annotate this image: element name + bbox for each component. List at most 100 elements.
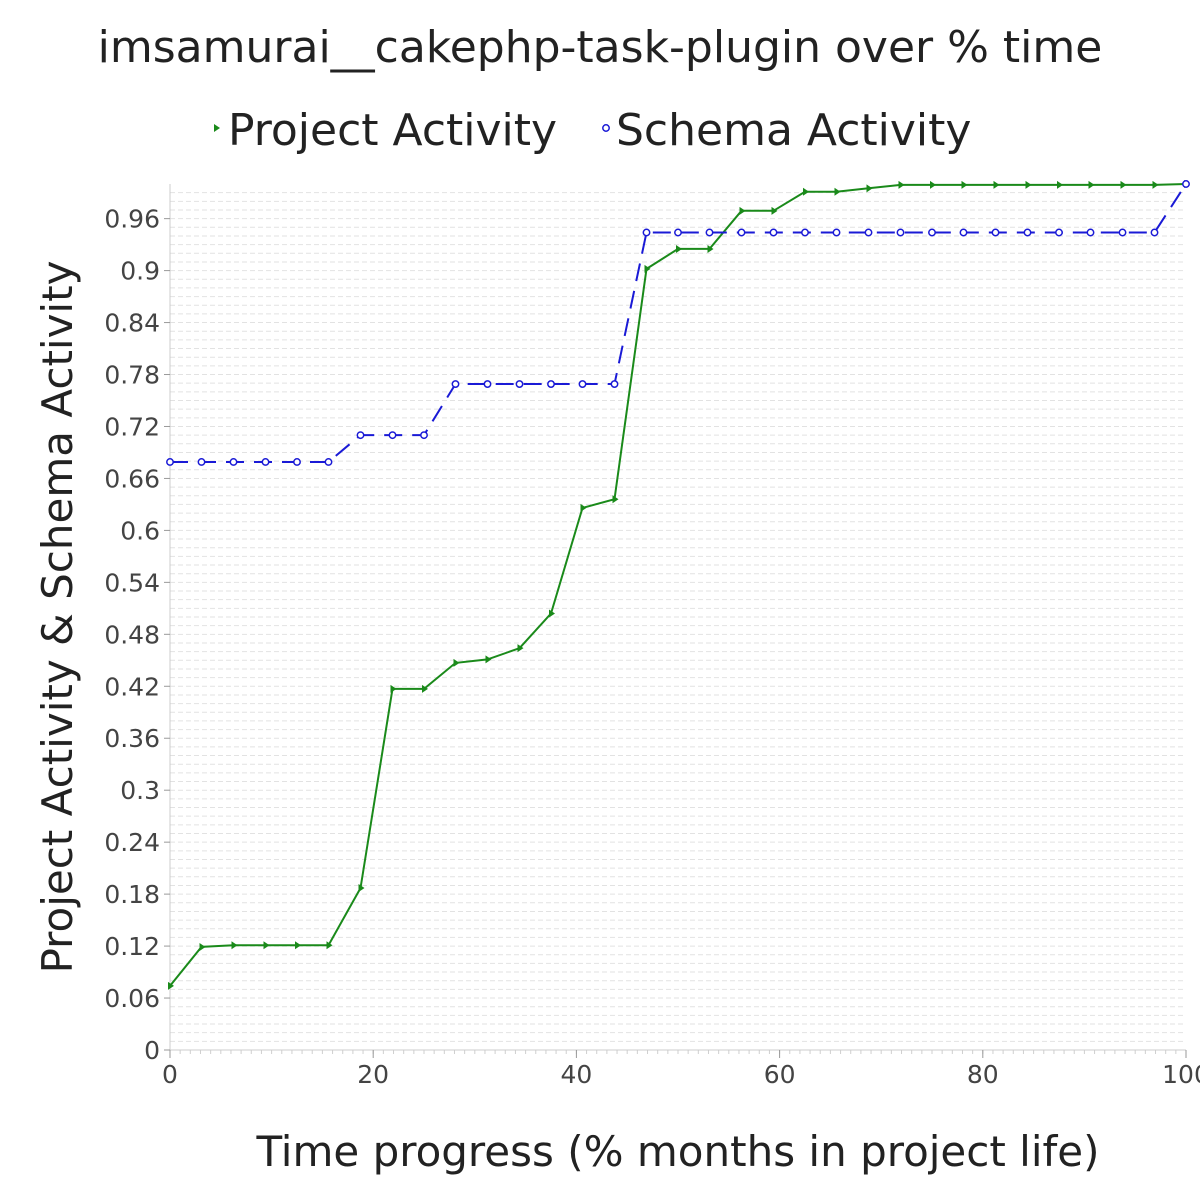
y-tick-label: 0.42 — [104, 672, 160, 701]
data-point — [1182, 180, 1190, 188]
series-markers — [166, 180, 1190, 990]
legend-item-schema-activity: Schema Activity — [602, 105, 971, 156]
data-point — [229, 458, 238, 466]
data-point — [993, 180, 1000, 189]
x-tick-label: 20 — [357, 1060, 389, 1089]
data-point — [293, 458, 301, 466]
data-point — [676, 244, 682, 253]
y-tick-label: 0.66 — [104, 464, 160, 493]
y-tick-label: 0.48 — [104, 620, 160, 649]
data-point — [864, 228, 873, 237]
data-point — [422, 684, 428, 693]
data-point — [485, 655, 492, 664]
y-tick-label: 0.72 — [104, 412, 160, 441]
data-point — [803, 187, 809, 196]
data-point — [1023, 228, 1032, 237]
data-point — [1120, 180, 1127, 189]
data-point — [197, 458, 206, 466]
data-point — [1150, 228, 1159, 237]
y-tick-label: 0.06 — [104, 984, 160, 1013]
data-point — [961, 180, 968, 189]
y-tick-label: 0.6 — [120, 516, 160, 545]
data-point — [453, 658, 460, 667]
axes — [169, 184, 1187, 1054]
data-point — [866, 184, 873, 193]
x-tick-labels: 0 20 40 60 80 100 — [162, 1050, 1200, 1089]
y-tick-label: 0.78 — [104, 361, 160, 390]
legend-marker-triangle-icon — [214, 124, 220, 132]
data-point — [674, 228, 682, 237]
data-point — [324, 458, 333, 466]
data-point — [959, 228, 968, 237]
data-point — [1025, 180, 1032, 189]
x-tick-label: 40 — [560, 1060, 592, 1089]
y-tick-label: 0.36 — [104, 724, 160, 753]
gridlines — [170, 192, 1186, 1042]
data-point — [771, 206, 778, 215]
x-tick-label: 100 — [1162, 1060, 1200, 1089]
data-point — [642, 228, 651, 237]
x-tick-label: 80 — [967, 1060, 999, 1089]
y-tick-label: 0.9 — [120, 257, 160, 286]
data-point — [834, 187, 841, 196]
data-point — [1118, 228, 1127, 237]
y-tick-label: 0.3 — [120, 776, 160, 805]
data-point — [199, 942, 206, 951]
data-point — [707, 244, 714, 253]
data-point — [166, 458, 174, 466]
data-point — [739, 206, 746, 215]
data-point — [231, 941, 238, 950]
data-point — [991, 228, 1000, 237]
data-point — [580, 503, 587, 512]
x-tick-label: 60 — [764, 1060, 796, 1089]
data-point — [610, 380, 619, 388]
series-line-schema-activity — [170, 183, 1187, 463]
data-point — [769, 228, 778, 237]
y-tick-label: 0.18 — [104, 880, 160, 909]
y-tick-label: 0 — [144, 1036, 160, 1065]
chart-title: imsamurai__cakephp-task-plugin over % ti… — [98, 22, 1103, 73]
y-tick-label: 0.24 — [104, 828, 160, 857]
data-point — [928, 228, 936, 237]
data-point — [263, 941, 270, 950]
data-point — [358, 884, 365, 893]
data-point — [547, 380, 555, 388]
y-tick-label: 0.96 — [104, 205, 160, 234]
data-point — [737, 228, 746, 237]
data-point — [517, 644, 524, 653]
data-point — [483, 380, 492, 388]
data-point — [1086, 228, 1095, 237]
data-point — [1088, 180, 1095, 189]
data-point — [451, 380, 460, 388]
y-tick-label: 0.84 — [104, 309, 160, 338]
data-point — [832, 228, 841, 237]
legend-label-project-activity: Project Activity — [228, 105, 557, 156]
data-point — [1152, 180, 1159, 189]
data-point — [1055, 228, 1063, 237]
y-axis-label: Project Activity & Schema Activity — [33, 261, 82, 974]
data-point — [356, 431, 365, 440]
data-point — [930, 180, 936, 189]
data-point — [612, 495, 619, 504]
data-point — [388, 431, 397, 440]
x-tick-label: 0 — [162, 1060, 178, 1089]
data-point — [644, 264, 651, 273]
data-point — [801, 228, 809, 237]
data-point — [705, 228, 714, 237]
data-point — [898, 180, 905, 189]
legend-item-project-activity: Project Activity — [214, 105, 557, 156]
data-point — [295, 941, 301, 950]
legend: Project Activity Schema Activity — [214, 105, 971, 156]
data-point — [515, 380, 524, 388]
data-point — [896, 228, 905, 237]
y-tick-label: 0.54 — [104, 568, 160, 597]
data-point — [261, 458, 270, 466]
data-point — [420, 431, 428, 440]
x-axis-label: Time progress (% months in project life) — [255, 1127, 1099, 1176]
data-point — [390, 684, 397, 693]
data-point — [326, 941, 333, 950]
y-tick-labels: 0 0.06 0.12 0.18 0.24 0.3 0.36 0.42 0.48 0.54 0.6 0… — [104, 205, 170, 1065]
data-point — [549, 609, 555, 618]
y-tick-label: 0.12 — [104, 932, 160, 961]
